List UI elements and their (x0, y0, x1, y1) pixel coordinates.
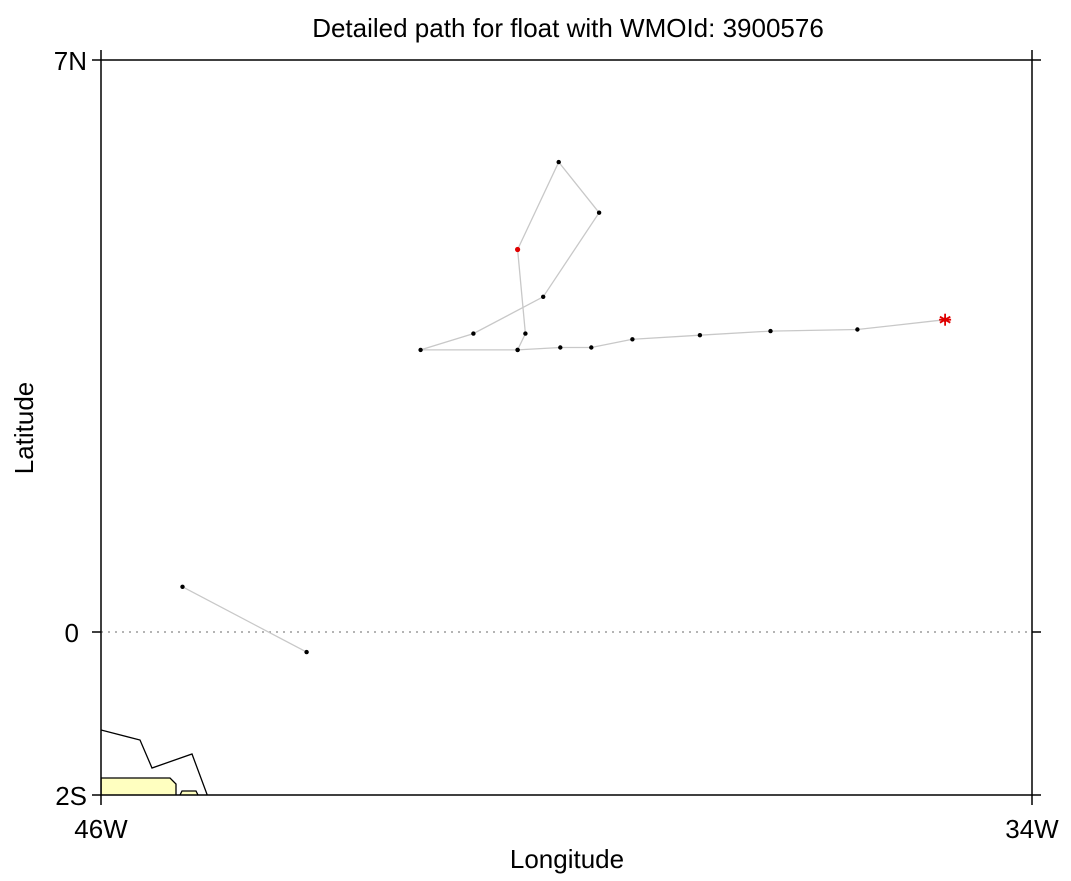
land-fill-shape-small (179, 790, 199, 795)
trajectory-paths (182, 160, 946, 653)
x-axis-label: Longitude (510, 844, 624, 874)
position-point-3-2 (558, 345, 563, 350)
last-position-marker (939, 313, 952, 326)
position-point-3-6 (768, 328, 773, 334)
position-point-3-3 (589, 345, 594, 350)
y-tick-label-7n: 7N (54, 46, 87, 76)
position-point-2-7 (596, 210, 602, 215)
path-segment-3 (517, 319, 946, 351)
coastline-outer (101, 729, 208, 795)
y-axis-label: Latitude (9, 382, 39, 475)
first-position-marker (515, 246, 521, 253)
position-point-2-5 (471, 331, 476, 336)
position-point-2-8 (556, 159, 561, 165)
land-fill-shape (101, 777, 177, 795)
y-tick-label-2s: 2S (55, 781, 87, 811)
tick-marks (92, 50, 1041, 805)
position-point-3-1 (515, 347, 520, 353)
path-segment-1 (182, 586, 307, 653)
position-point-2-2 (523, 331, 528, 336)
position-markers (515, 246, 952, 326)
land-layer (101, 729, 208, 795)
y-tick-label-0: 0 (65, 618, 79, 648)
position-point-3-5 (697, 333, 703, 338)
position-point-3-4 (630, 337, 635, 342)
plot-frame (100, 59, 1033, 796)
x-tick-label-34w: 34W (1005, 814, 1059, 844)
position-point-2-6 (541, 294, 546, 299)
position-point-3-7 (855, 327, 860, 332)
position-point-1-2 (304, 649, 309, 655)
path-segment-2 (420, 160, 600, 351)
trajectory-points (180, 159, 948, 655)
position-point-2-4 (418, 347, 423, 353)
position-point-1-1 (180, 584, 185, 589)
x-tick-label-46w: 46W (74, 814, 128, 844)
chart-title: Detailed path for float with WMOId: 3900… (312, 13, 824, 43)
